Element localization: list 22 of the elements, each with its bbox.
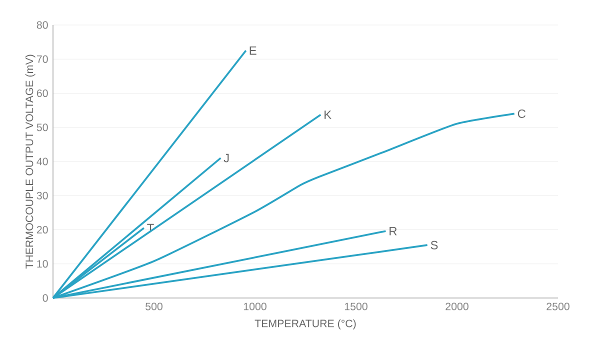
y-axis-title: THERMOCOUPLE OUTPUT VOLTAGE (mV) [25,54,36,269]
y-tick-label: 20 [36,226,48,234]
x-axis-title: TEMPERATURE (°C) [254,319,356,330]
series-label: J [224,154,229,162]
y-tick-label: 40 [36,158,48,166]
y-tick-label: 50 [36,124,48,132]
series-label: E [250,46,256,55]
x-tick-label: 500 [146,302,162,310]
series-label: S [430,240,438,250]
y-tick-label: 30 [36,192,48,200]
y-tick-label: 80 [36,21,48,29]
series-label: C [518,109,526,118]
y-tick-label: 10 [37,260,48,268]
y-tick-label: 70 [36,55,48,63]
x-tick-label: 1000 [244,302,266,310]
y-tick-label: 60 [36,89,48,98]
x-tick-label: 2000 [446,302,468,310]
series-label: K [324,110,332,119]
series-label: R [390,226,397,236]
x-tick-label: 1500 [344,302,368,310]
x-tick-label: 2500 [546,302,570,310]
y-tick-label: 0 [42,294,48,302]
